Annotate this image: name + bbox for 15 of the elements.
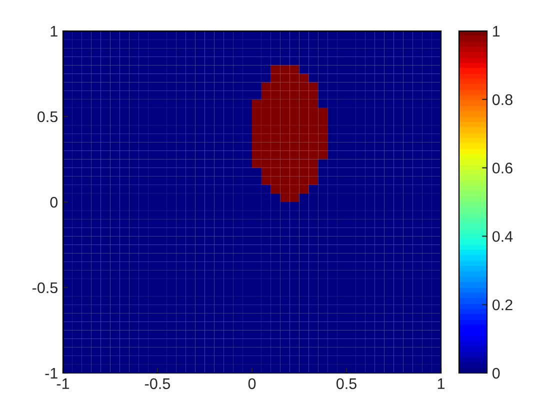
color-bar-label: 1 xyxy=(493,26,500,37)
color-bar-label: 0 xyxy=(492,368,500,379)
y-tick-label: 1 xyxy=(50,26,58,37)
x-tick-label: 0 xyxy=(248,378,256,390)
x-tick-label: 0.5 xyxy=(336,378,356,390)
color-bar-label: 0.6 xyxy=(492,162,512,174)
x-tick-label: 1 xyxy=(438,378,445,389)
y-tick-label: -0.5 xyxy=(32,282,58,294)
color-bar-label: 0.2 xyxy=(492,299,512,310)
y-tick-label: 0.5 xyxy=(38,111,58,122)
x-tick-label: -0.5 xyxy=(145,378,170,390)
color-bar-label: 0.4 xyxy=(492,231,513,242)
color-bar-label: 0.8 xyxy=(492,94,512,106)
y-tick-label: -1 xyxy=(45,368,58,379)
y-tick-label: 0 xyxy=(50,196,58,208)
